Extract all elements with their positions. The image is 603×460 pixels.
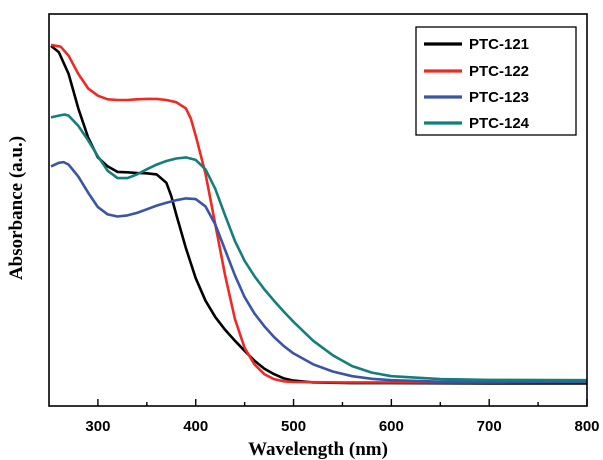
- x-tick-label: 500: [281, 418, 306, 435]
- legend-label-ptc-123: PTC-123: [469, 89, 529, 106]
- legend-label-ptc-124: PTC-124: [469, 115, 530, 132]
- plot-frame: [48, 13, 588, 407]
- x-tick-label: 300: [85, 418, 110, 435]
- x-tick-label: 400: [183, 418, 208, 435]
- legend-label-ptc-122: PTC-122: [469, 63, 529, 80]
- axis-ticks: [97, 399, 588, 406]
- x-tick-label: 700: [477, 418, 502, 435]
- x-tick-label: 800: [574, 418, 599, 435]
- series-line-ptc-123: [50, 160, 587, 384]
- x-tick-labels: 300 400 500 600 700 800: [85, 418, 599, 435]
- plot-lines: [50, 43, 588, 385]
- series-line-ptc-122: [50, 43, 588, 384]
- legend-label-ptc-121: PTC-121: [469, 36, 529, 53]
- x-axis-title: Wavelength (nm): [248, 439, 388, 460]
- y-axis-title: Absorbance (a.u.): [6, 136, 27, 280]
- legend: PTC-121 PTC-122 PTC-123 PTC-124: [415, 26, 577, 136]
- series-line-ptc-124: [50, 113, 588, 382]
- x-tick-label: 600: [379, 418, 404, 435]
